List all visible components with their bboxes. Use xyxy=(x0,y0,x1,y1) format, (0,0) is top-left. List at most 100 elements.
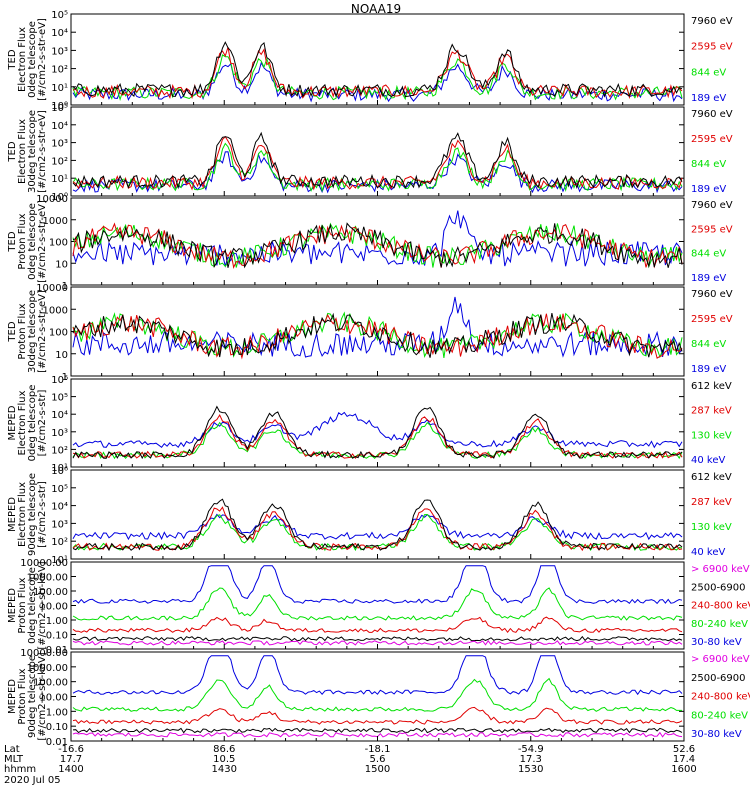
y-tick-label: 10⁰ xyxy=(51,101,68,112)
x-row-value: 1530 xyxy=(518,764,543,775)
y-tick-label: 10⁴ xyxy=(51,121,68,132)
x-row-value: 5.6 xyxy=(370,754,386,765)
legend-entry: 189 eV xyxy=(691,184,726,195)
x-row-value: -16.6 xyxy=(58,744,84,755)
y-tick-label: 1 xyxy=(62,281,68,292)
y-axis-label-line: Proton Flux xyxy=(17,303,28,359)
x-row-value: -18.1 xyxy=(365,744,391,755)
panel-8: 0.010.101.0010.00100.001000.0010000.00ME… xyxy=(7,648,750,748)
legend-entry: 7960 eV xyxy=(691,289,733,300)
y-tick-label: 10⁴ xyxy=(51,28,68,39)
legend-entry: > 6900 keV xyxy=(691,564,750,575)
y-tick-label: 10 xyxy=(55,350,68,361)
legend-entry: 7960 eV xyxy=(691,109,733,120)
x-date-label: 2020 Jul 05 xyxy=(4,775,61,786)
y-tick-label: 10⁴ xyxy=(51,410,68,421)
y-tick-label: 1.00 xyxy=(46,707,68,718)
legend-entry: 844 eV xyxy=(691,67,726,78)
x-row-value: 17.7 xyxy=(60,754,82,765)
series-trace xyxy=(72,506,683,552)
y-tick-label: 10¹ xyxy=(51,463,68,474)
y-tick-label: 1000.00 xyxy=(27,663,68,674)
legend-entry: 80-240 keV xyxy=(691,710,748,721)
legend-entry: 287 keV xyxy=(691,497,732,508)
legend-entry: > 6900 keV xyxy=(691,654,750,665)
y-tick-label: 0.01 xyxy=(46,645,68,656)
y-axis-label: MEPEDProton Flux0deg telescope[#/cm2-s-s… xyxy=(7,561,48,649)
y-axis-label-line: TED xyxy=(7,231,18,252)
legend-entry: 130 keV xyxy=(691,522,732,533)
y-axis-label-line: [#/cm2-s-str-eV] xyxy=(37,290,48,373)
y-axis-label-line: Proton Flux xyxy=(17,668,28,724)
x-row-value: 1600 xyxy=(671,764,696,775)
y-tick-label: 100.00 xyxy=(33,678,68,689)
y-axis-label-line: TED xyxy=(7,141,18,162)
y-axis-label-line: TED xyxy=(7,49,18,70)
legend-entry: 2595 eV xyxy=(691,134,733,145)
series-trace xyxy=(72,677,682,712)
series-trace xyxy=(72,513,683,541)
series-trace xyxy=(72,413,683,460)
y-tick-label: 1000 xyxy=(43,305,68,316)
series-trace xyxy=(72,727,683,734)
series-trace xyxy=(72,296,683,358)
series-trace xyxy=(72,131,683,190)
y-axis-label-line: 30deg telescope xyxy=(27,110,38,193)
x-row-value: 52.6 xyxy=(673,744,695,755)
y-axis-label-line: [#/cm2-s-str-eV] xyxy=(37,110,48,193)
y-axis-label-line: MEPED xyxy=(7,679,18,714)
y-tick-label: 10000 xyxy=(36,194,68,205)
x-row-label: hhmm xyxy=(4,764,36,775)
legend-entry: 612 keV xyxy=(691,472,732,483)
series-trace xyxy=(72,706,683,725)
legend-entry: 7960 eV xyxy=(691,16,733,27)
y-tick-label: 10³ xyxy=(51,139,68,150)
legend-entry: 2595 eV xyxy=(691,42,733,53)
series-trace xyxy=(72,421,683,460)
series-trace xyxy=(72,405,683,460)
y-axis-label-line: 30deg telescope xyxy=(27,290,38,373)
y-tick-label: 10⁶ xyxy=(51,375,68,386)
panel-frame xyxy=(70,651,685,742)
y-tick-label: 10⁴ xyxy=(51,502,68,513)
series-trace xyxy=(72,655,683,696)
y-axis-label-line: 0deg telescope xyxy=(27,21,38,98)
y-tick-label: 10000.00 xyxy=(20,558,68,569)
y-axis-label-line: Electron Flux xyxy=(17,27,28,92)
series-trace xyxy=(72,565,683,605)
legend-entry: 2595 eV xyxy=(691,314,733,325)
y-axis-label-line: MEPED xyxy=(7,405,18,440)
x-row-value: 1430 xyxy=(212,764,237,775)
legend-entry: 844 eV xyxy=(691,159,726,170)
y-axis-label: MEPEDProton Flux90deg telescope[#/cm2-s-… xyxy=(7,652,48,740)
legend-entry: 240-800 keV xyxy=(691,692,750,703)
legend-entry: 2595 eV xyxy=(691,224,733,235)
y-tick-label: 10² xyxy=(51,445,68,456)
series-trace xyxy=(72,41,683,98)
y-axis-label-line: 0deg telescope xyxy=(27,567,38,644)
series-trace xyxy=(72,616,683,634)
series-trace xyxy=(72,640,683,646)
legend-entry: 287 keV xyxy=(691,406,732,417)
x-axis-annotations: Lat -16.6 86.6 -18.1 -54.9 52.6 MLT 17.7 10.5 5.6… xyxy=(4,744,697,786)
legend-entry: 7960 eV xyxy=(691,200,733,211)
y-tick-label: 1.00 xyxy=(46,616,68,627)
y-tick-label: 10.00 xyxy=(39,602,68,613)
legend-entry: 612 keV xyxy=(691,381,732,392)
y-axis-label-line: Proton Flux xyxy=(17,577,28,633)
y-tick-label: 1000 xyxy=(43,216,68,227)
y-tick-label: 10¹ xyxy=(51,174,68,185)
x-row-value: 10.5 xyxy=(213,754,235,765)
y-tick-label: 10 xyxy=(55,259,68,270)
x-row-label: MLT xyxy=(4,754,24,765)
series-trace xyxy=(72,411,683,449)
y-axis-label-line: TED xyxy=(7,321,18,342)
legend-entry: 844 eV xyxy=(691,249,726,260)
y-axis-label: TEDElectron Flux30deg telescope[#/cm2-s-… xyxy=(7,110,48,193)
